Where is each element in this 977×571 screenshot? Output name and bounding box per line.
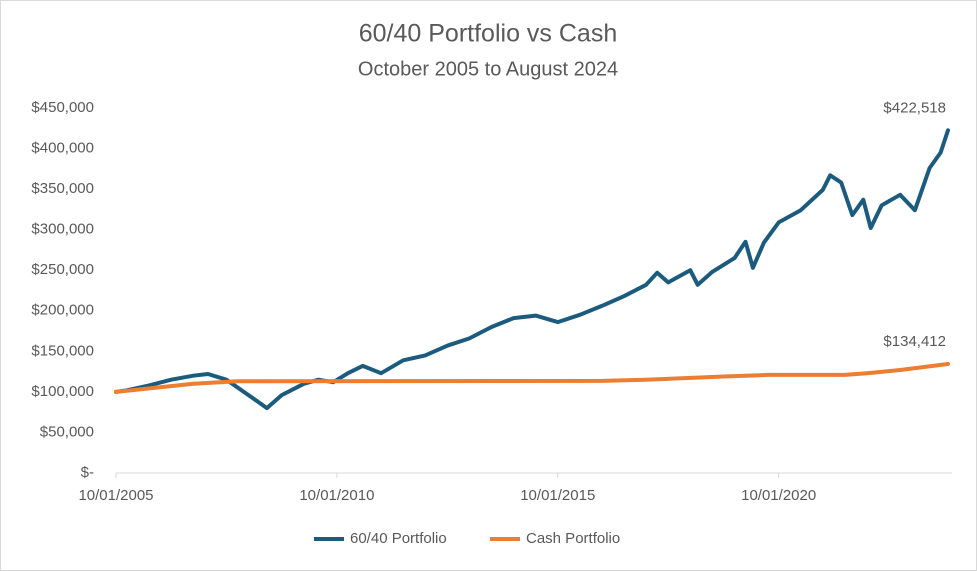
y-tick-label: $200,000	[31, 302, 94, 319]
y-tick-label: $100,000	[31, 383, 94, 400]
chart-title: 60/40 Portfolio vs Cash	[359, 20, 617, 48]
x-tick-label: 10/01/2020	[741, 487, 816, 504]
y-tick-label: $250,000	[31, 261, 94, 278]
series-line	[114, 362, 950, 394]
y-tick-label: $450,000	[31, 99, 94, 116]
chart-subtitle: October 2005 to August 2024	[358, 58, 618, 80]
y-tick-label: $-	[81, 464, 94, 481]
legend-label: Cash Portfolio	[526, 530, 620, 547]
x-tick-label: 10/01/2005	[78, 487, 153, 504]
end-label: $422,518	[883, 99, 946, 116]
end-label: $134,412	[883, 333, 946, 350]
legend-label: 60/40 Portfolio	[350, 530, 447, 547]
series-line	[114, 128, 950, 411]
x-tick-label: 10/01/2010	[299, 487, 374, 504]
y-tick-label: $400,000	[31, 140, 94, 157]
y-tick-label: $150,000	[31, 342, 94, 359]
y-tick-label: $350,000	[31, 180, 94, 197]
y-tick-label: $50,000	[40, 423, 94, 440]
x-tick-label: 10/01/2015	[520, 487, 595, 504]
y-tick-label: $300,000	[31, 221, 94, 238]
